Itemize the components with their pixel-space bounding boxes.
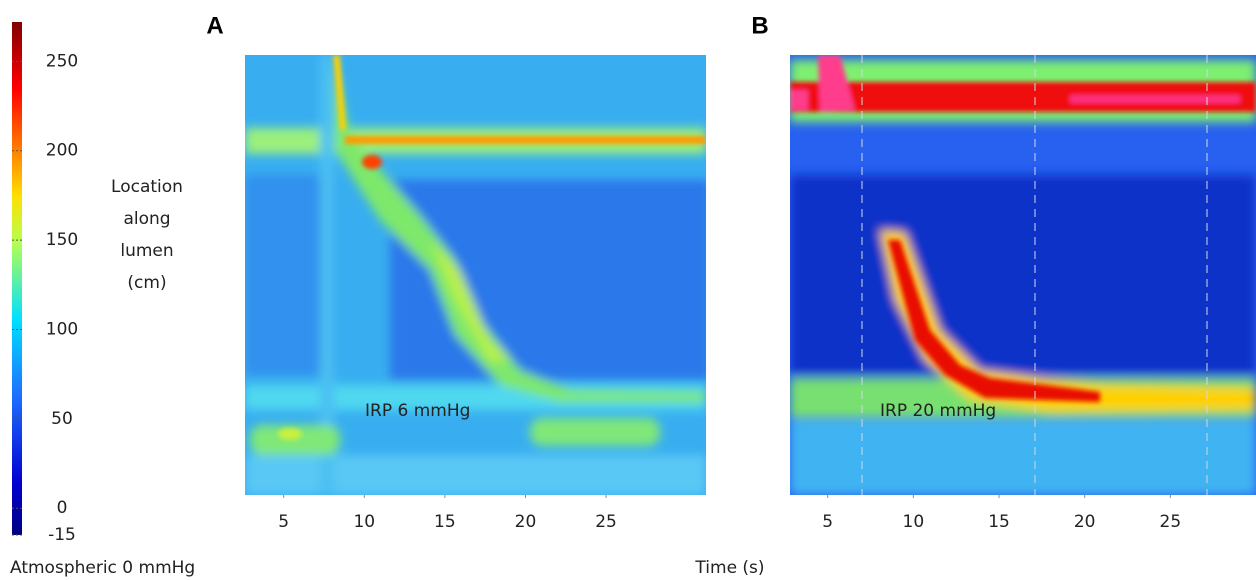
colorbar-tick-label: 50 [51, 409, 73, 429]
x-tick-label: 10 [353, 512, 375, 532]
annotation: IRP 6 mmHg [365, 401, 470, 421]
x-tick-label: 10 [903, 512, 925, 532]
title-line: Location [111, 177, 183, 197]
x-tick-label: 25 [595, 512, 617, 532]
x-tick-label: 5 [278, 512, 289, 532]
title-line: along [123, 209, 170, 229]
colorbar-tick-label: -15 [48, 525, 76, 545]
colorbar-tick-label: 250 [46, 51, 78, 71]
colorbar-title: Location along lumen (cm) [111, 177, 183, 293]
colorbar [12, 22, 22, 535]
title-line: lumen [120, 241, 173, 261]
x-tick-label: 20 [1074, 512, 1096, 532]
x-tick-label: 15 [434, 512, 456, 532]
colorbar-tick-label: 0 [57, 498, 68, 518]
colorbar-tick-label: 100 [46, 319, 78, 339]
heatmap-b [790, 55, 1256, 495]
colorbar-footer: Atmospheric 0 mmHg [10, 558, 195, 578]
panel-letter: A [206, 12, 223, 39]
annotation: IRP 20 mmHg [880, 401, 996, 421]
colorbar-tick-label: 200 [46, 141, 78, 161]
x-tick-label: 15 [988, 512, 1010, 532]
x-tick-label: 5 [822, 512, 833, 532]
title-line: (cm) [127, 273, 166, 293]
colorbar-tick-label: 150 [46, 230, 78, 250]
x-tick-label: 20 [515, 512, 537, 532]
panel-letter: B [751, 12, 768, 39]
x-tick-label: 25 [1160, 512, 1182, 532]
heatmap-a [245, 55, 706, 495]
x-axis-label: Time (s) [694, 558, 764, 578]
